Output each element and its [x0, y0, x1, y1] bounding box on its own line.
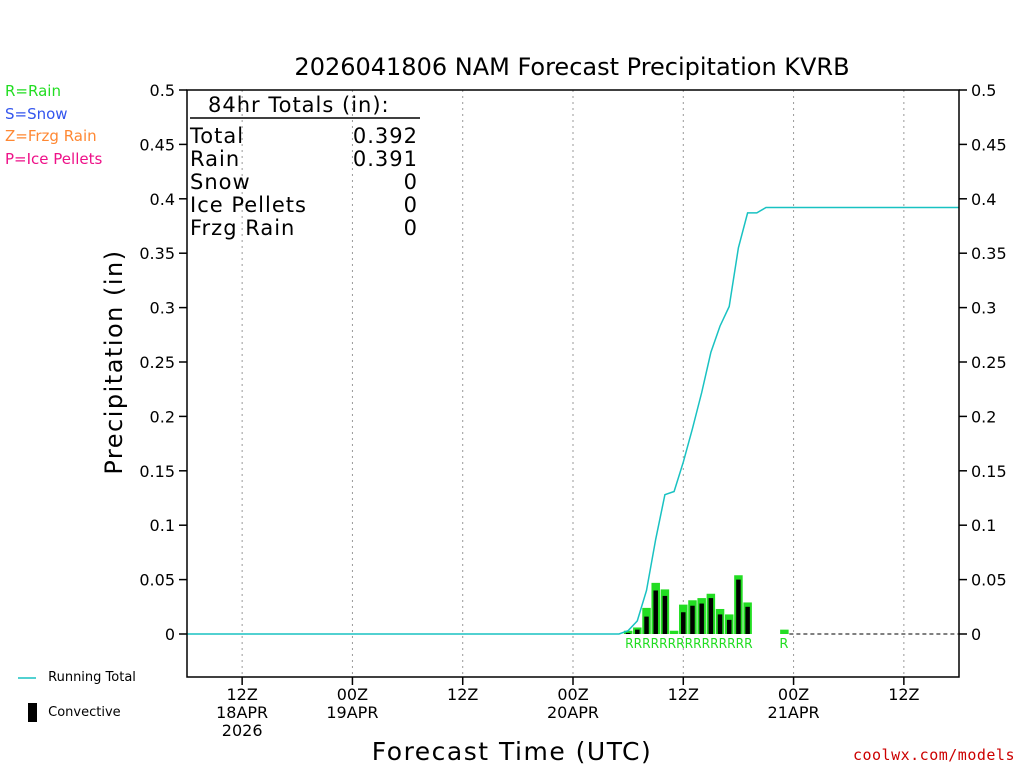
y-tick-label: 0.4: [150, 190, 175, 209]
x-tick-label: 12Z: [447, 685, 478, 704]
convective-bar: [726, 619, 732, 634]
y-tick-label-right: 0.05: [971, 571, 1007, 590]
totals-label: Snow: [190, 170, 251, 194]
y-tick-label: 0.35: [139, 244, 175, 263]
y-tick-label: 0.15: [139, 462, 175, 481]
y-tick-label-right: 0.45: [971, 135, 1007, 154]
y-tick-label-right: 0.2: [971, 407, 996, 426]
vertical-gridlines: [241, 90, 905, 677]
x-tick-label: 20APR: [547, 703, 599, 722]
y-tick-label: 0.5: [150, 81, 175, 100]
convective-bar: [690, 605, 695, 634]
convective-bar: [635, 629, 640, 634]
convective-bar: [662, 595, 668, 634]
x-tick-label: 2026: [222, 721, 263, 740]
ptype-label-run: RRRRRRRRRRRRRRR: [625, 637, 752, 652]
legend-item: S=Snow: [5, 104, 68, 123]
totals-header: 84hr Totals (in):: [208, 93, 390, 117]
y-tick-label-right: 0.1: [971, 516, 996, 535]
y-tick-label: 0.3: [150, 299, 175, 318]
x-axis-label: Forecast Time (UTC): [372, 737, 652, 766]
y-tick-label: 0.05: [139, 571, 175, 590]
legend-item: Z=Frzg Rain: [5, 127, 97, 145]
convective-bar: [717, 614, 723, 634]
y-tick-label-right: 0.3: [971, 299, 996, 318]
convective-bar: [681, 612, 686, 634]
precip-type-labels: RRRRRRRRRRRRRRR R: [625, 637, 788, 652]
y-tick-label: 0.1: [150, 516, 175, 535]
x-tick-label: 00Z: [778, 685, 809, 704]
running-total-line: [187, 206, 959, 635]
running-total-label: Running Total: [48, 670, 136, 685]
totals-label: Frzg Rain: [190, 216, 295, 240]
y-axis-right: 0.5 0.45 0.4 0.35 0.3 0.25 0.2 0.15 0.1 0.05 0: [959, 81, 1007, 644]
x-tick-label: 00Z: [557, 685, 588, 704]
x-tick-label: 19APR: [326, 703, 378, 722]
y-tick-label-right: 0: [971, 625, 981, 644]
totals-box: 84hr Totals (in): Total 0.392 Rain 0.391 Snow…: [189, 93, 420, 240]
y-axis-label: Precipitation (in): [100, 249, 128, 474]
totals-label: Rain: [190, 147, 240, 171]
x-tick-label: 00Z: [337, 685, 368, 704]
totals-label: Ice Pellets: [190, 193, 307, 217]
convective-bar: [736, 579, 741, 634]
totals-value: 0: [404, 216, 418, 240]
bars-group: [623, 575, 789, 634]
ptype-label-extra: R: [779, 637, 788, 652]
convective-bar: [653, 590, 658, 634]
x-tick-label: 21APR: [768, 703, 820, 722]
convective-bar: [699, 603, 704, 634]
y-tick-label-right: 0.15: [971, 462, 1007, 481]
convective-bar: [745, 606, 750, 634]
site-credit: coolwx.com/models: [852, 746, 1015, 764]
y-tick-label-right: 0.4: [971, 190, 996, 209]
rain-bar: [669, 630, 679, 634]
rain-bar: [780, 629, 789, 634]
totals-label: Total: [189, 124, 244, 148]
y-tick-label: 0: [165, 625, 175, 644]
y-tick-label-right: 0.35: [971, 244, 1007, 263]
y-tick-label-right: 0.5: [971, 81, 996, 100]
x-tick-label: 12Z: [888, 685, 919, 704]
y-tick-label: 0.2: [150, 407, 175, 426]
convective-bar: [644, 616, 649, 634]
convective-swatch: [28, 703, 37, 722]
legend-item: R=Rain: [5, 82, 61, 100]
convective-label: Convective: [48, 705, 121, 720]
x-tick-label: 12Z: [668, 685, 699, 704]
y-tick-label: 0.45: [139, 135, 175, 154]
running-total-group: [187, 206, 959, 635]
chart-title: 2026041806 NAM Forecast Precipitation KV…: [294, 53, 849, 81]
legend-item: P=Ice Pellets: [5, 149, 103, 168]
running-total-swatch: [18, 676, 36, 679]
totals-value: 0: [404, 170, 418, 194]
x-tick-label: 18APR: [216, 703, 268, 722]
totals-value: 0.391: [353, 147, 418, 171]
y-axis-left: 0.5 0.45 0.4 0.35 0.3 0.25 0.2 0.15 0.1 0.05 0: [139, 81, 187, 644]
y-tick-label-right: 0.25: [971, 353, 1007, 372]
running-total-legend: Running Total: [18, 670, 136, 685]
convective-bar: [625, 632, 631, 634]
rain-bar: [623, 630, 633, 634]
convective-legend: Convective: [28, 703, 121, 722]
y-tick-label: 0.25: [139, 353, 175, 372]
x-tick-label: 12Z: [226, 685, 257, 704]
totals-value: 0.392: [353, 124, 418, 148]
convective-bar: [708, 598, 714, 634]
totals-value: 0: [404, 193, 418, 217]
